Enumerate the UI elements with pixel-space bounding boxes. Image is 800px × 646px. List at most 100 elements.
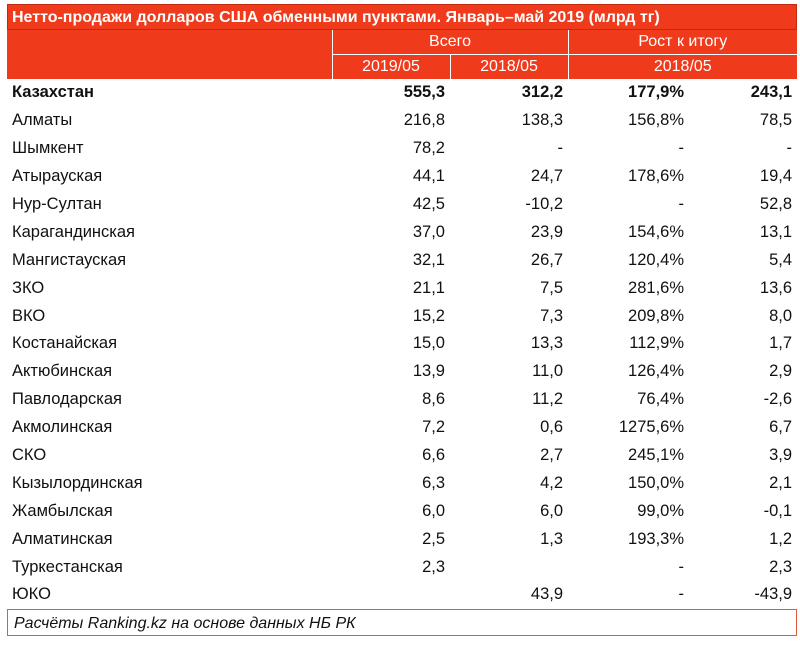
value-2019-cell: 555,3: [403, 83, 445, 102]
region-name-cell: Шымкент: [12, 139, 84, 158]
value-2018-cell: [450, 553, 568, 581]
table-row: ЮКО 43,9 - -43,9: [7, 581, 797, 609]
value-2019-cell: 6,3: [422, 473, 445, 492]
region-name-cell: Костанайская: [12, 334, 118, 353]
growth-percent-cell: 156,8%: [628, 111, 685, 130]
value-2019-cell: 21,1: [412, 278, 445, 297]
growth-diff-cell: 3,9: [769, 446, 793, 465]
header-col-2019: 2019/05: [331, 54, 450, 79]
value-2018-cell: 2,7: [540, 446, 564, 465]
growth-diff-cell: 6,7: [769, 418, 793, 437]
growth-diff-cell: 5,4: [769, 250, 793, 269]
value-2019-cell: 32,1: [412, 250, 445, 269]
growth-diff-cell: -43,9: [754, 585, 793, 604]
table-row: Акмолинская 7,2 0,6 1275,6% 6,7: [7, 414, 797, 442]
region-name-cell: Нур-Султан: [12, 195, 102, 213]
table-row: Шымкент 78,2 - - -: [7, 135, 797, 163]
table-row: Нур-Султан 42,5 -10,2 - 52,8: [7, 191, 797, 219]
table-row: Карагандинская 37,0 23,9 154,6% 13,1: [7, 218, 797, 246]
table-row: Жамбылская 6,0 6,0 99,0% -0,1: [7, 497, 797, 525]
header-col-2018: 2018/05: [449, 54, 569, 79]
growth-percent-cell: 178,6%: [628, 167, 685, 186]
value-2019-cell: 44,1: [412, 167, 445, 186]
growth-diff-cell: 1,7: [769, 334, 793, 353]
growth-percent-cell: 112,9%: [629, 334, 685, 353]
growth-diff-cell: -: [786, 139, 793, 158]
growth-diff-cell: 13,6: [759, 278, 793, 297]
growth-percent-cell: 245,1%: [628, 446, 685, 465]
region-name-cell: Алматинская: [12, 529, 113, 548]
growth-diff-cell: 243,1: [750, 83, 793, 102]
growth-percent-cell: -: [678, 139, 685, 158]
region-name-cell: ВКО: [12, 306, 46, 325]
region-name-cell: Мангистауская: [12, 250, 127, 269]
header-group-total: Всего: [331, 30, 569, 55]
value-2019-cell: 78,2: [412, 139, 445, 158]
table-header: Всего Рост к итогу 2019/05 2018/05 2018/…: [7, 30, 798, 79]
value-2018-cell: 7,5: [540, 278, 564, 297]
growth-diff-cell: 2,3: [769, 557, 793, 576]
growth-diff-cell: 8,0: [769, 306, 793, 325]
table-title: Нетто-продажи долларов США обменными пун…: [7, 4, 797, 30]
region-name-cell: Акмолинская: [12, 418, 113, 437]
value-2018-cell: 0,6: [540, 418, 564, 437]
value-2019-cell: [332, 581, 450, 609]
growth-percent-cell: 1275,6%: [618, 418, 685, 437]
growth-percent-cell: -: [678, 195, 685, 213]
region-name-cell: Атырауская: [12, 167, 103, 186]
table-row: Туркестанская 2,3 - 2,3: [7, 553, 797, 581]
value-2018-cell: 6,0: [540, 501, 564, 520]
table-row: Алматы 216,8 138,3 156,8% 78,5: [7, 107, 797, 135]
region-name-cell: Актюбинская: [12, 362, 113, 381]
value-2019-cell: 2,3: [422, 557, 445, 576]
region-name-cell: ЗКО: [12, 278, 45, 297]
value-2018-cell: -: [557, 139, 564, 158]
growth-percent-cell: 154,6%: [628, 222, 685, 241]
table-row: ЗКО 21,1 7,5 281,6% 13,6: [7, 274, 797, 302]
value-2018-cell: 11,2: [532, 390, 564, 409]
value-2019-cell: 42,5: [412, 195, 445, 213]
table-row: Казахстан 555,3 312,2 177,9% 243,1: [7, 79, 797, 107]
table-row: Костанайская 15,0 13,3 112,9% 1,7: [7, 330, 797, 358]
value-2019-cell: 37,0: [412, 222, 445, 241]
value-2019-cell: 6,0: [422, 501, 445, 520]
growth-percent-cell: -: [678, 585, 685, 604]
region-name-cell: ЮКО: [12, 585, 51, 604]
value-2018-cell: 312,2: [521, 83, 564, 102]
region-name-cell: Жамбылская: [12, 501, 113, 520]
value-2019-cell: 13,9: [412, 362, 445, 381]
value-2019-cell: 216,8: [403, 111, 445, 130]
value-2018-cell: 26,7: [530, 250, 564, 269]
table-row: СКО 6,6 2,7 245,1% 3,9: [7, 442, 797, 470]
table-row: Алматинская 2,5 1,3 193,3% 1,2: [7, 525, 797, 553]
value-2018-cell: 24,7: [530, 167, 564, 186]
table-row: Атырауская 44,1 24,7 178,6% 19,4: [7, 163, 797, 191]
value-2019-cell: 7,2: [422, 418, 445, 437]
value-2018-cell: 23,9: [530, 222, 564, 241]
growth-percent-cell: 281,6%: [628, 278, 685, 297]
value-2018-cell: 1,3: [540, 529, 564, 548]
table-body: Казахстан 555,3 312,2 177,9% 243,1 Алматы 216,…: [7, 79, 797, 609]
growth-diff-cell: 13,1: [759, 222, 793, 241]
growth-diff-cell: 78,5: [759, 111, 793, 130]
region-name-cell: Казахстан: [12, 83, 94, 102]
growth-diff-cell: 52,8: [759, 195, 793, 213]
data-table: Всего Рост к итогу 2019/05 2018/05 2018/…: [7, 30, 798, 609]
growth-percent-cell: 126,4%: [628, 362, 685, 381]
value-2018-cell: 138,3: [521, 111, 564, 130]
value-2019-cell: 6,6: [422, 446, 445, 465]
source-note: Расчёты Ranking.kz на основе данных НБ Р…: [7, 608, 797, 636]
growth-percent-cell: 99,0%: [637, 501, 685, 520]
growth-percent-cell: 177,9%: [628, 83, 685, 102]
value-2019-cell: 8,6: [422, 390, 445, 409]
region-name-cell: СКО: [12, 446, 47, 465]
header-region-cell: [7, 30, 332, 79]
growth-diff-cell: 2,1: [769, 473, 793, 492]
growth-percent-cell: -: [678, 557, 685, 576]
value-2018-cell: 43,9: [530, 585, 564, 604]
table-row: ВКО 15,2 7,3 209,8% 8,0: [7, 302, 797, 330]
value-2019-cell: 2,5: [422, 529, 445, 548]
region-name-cell: Павлодарская: [12, 390, 122, 409]
table-row: Павлодарская 8,6 11,2 76,4% -2,6: [7, 386, 797, 414]
growth-diff-cell: -0,1: [763, 501, 793, 520]
